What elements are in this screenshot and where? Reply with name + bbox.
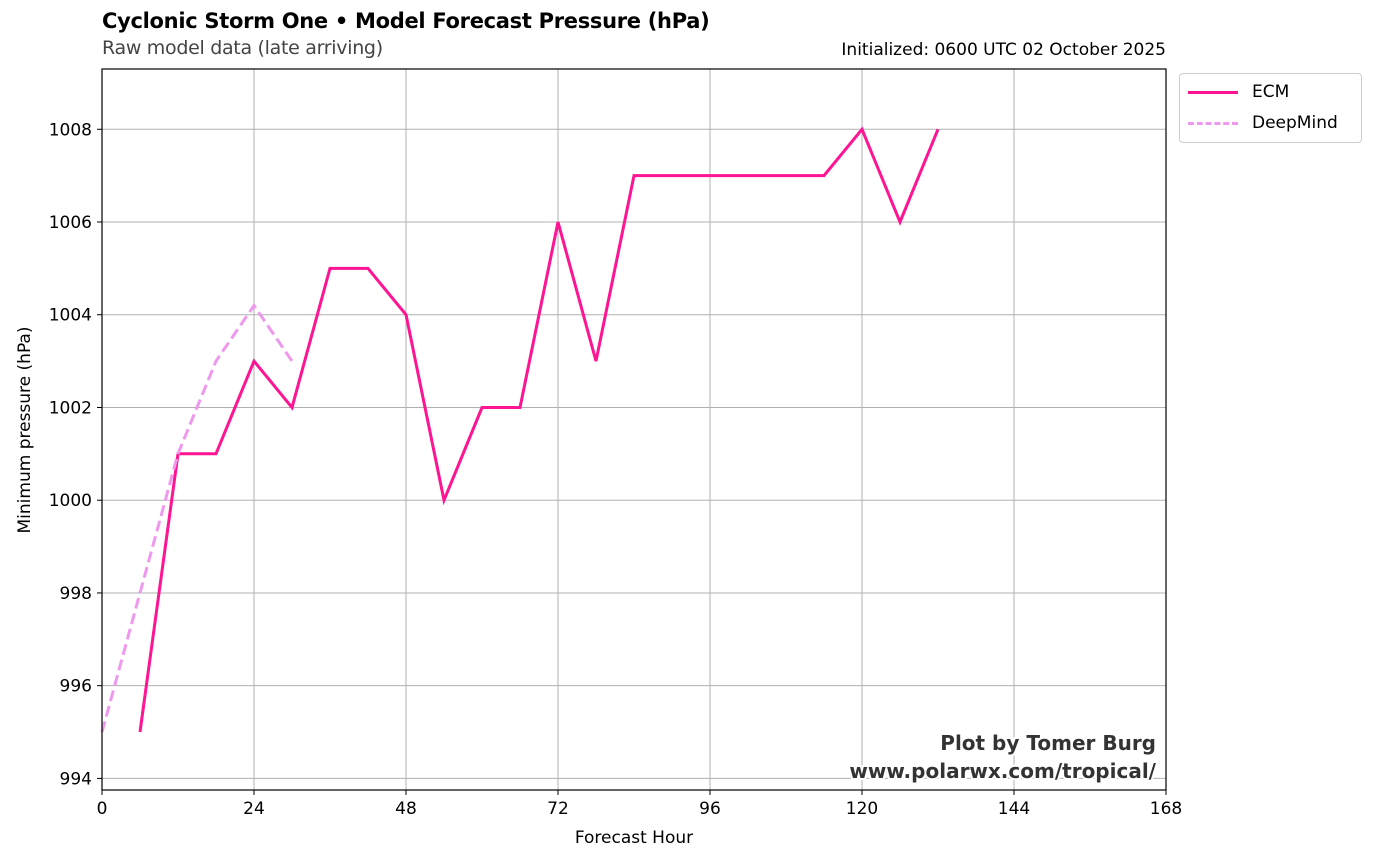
y-tick-label: 1002 xyxy=(49,398,92,418)
x-tick-label: 96 xyxy=(699,799,721,819)
y-tick-label: 994 xyxy=(60,769,92,789)
x-tick-label: 144 xyxy=(998,799,1030,819)
watermark-author: Plot by Tomer Burg xyxy=(940,731,1156,755)
legend-swatch-ecm xyxy=(1188,90,1238,94)
x-tick-label: 120 xyxy=(846,799,878,819)
ticks: 0 24 48 72 96 120 144 168 994 996 998 1000 1002 1004 1… xyxy=(49,120,1182,819)
y-tick-label: 1000 xyxy=(49,491,92,511)
legend-item-ecm: ECM xyxy=(1188,80,1289,104)
y-tick-label: 998 xyxy=(60,584,92,604)
plot-frame xyxy=(101,68,1167,791)
legend-label-ecm: ECM xyxy=(1252,82,1290,102)
x-tick-label: 24 xyxy=(243,799,265,819)
y-tick-label: 1008 xyxy=(49,120,92,140)
legend: ECM DeepMind xyxy=(1179,73,1362,143)
chart-subtitle: Raw model data (late arriving) xyxy=(102,37,383,59)
x-tick-label: 168 xyxy=(1150,799,1182,819)
x-tick-label: 72 xyxy=(547,799,569,819)
initialized-label: Initialized: 0600 UTC 02 October 2025 xyxy=(841,40,1166,60)
legend-swatch-deepmind xyxy=(1188,121,1238,125)
series-lines xyxy=(100,126,940,733)
x-axis-label: Forecast Hour xyxy=(575,828,693,848)
y-tick-label: 1006 xyxy=(49,213,92,233)
watermark-url: www.polarwx.com/tropical/ xyxy=(849,759,1156,783)
x-tick-label: 48 xyxy=(395,799,417,819)
chart-title: Cyclonic Storm One • Model Forecast Pres… xyxy=(102,9,710,33)
series-line-ecm xyxy=(138,126,940,733)
y-tick-label: 996 xyxy=(60,677,92,697)
series-line-deepmind xyxy=(100,302,294,733)
legend-label-deepmind: DeepMind xyxy=(1252,113,1338,133)
y-axis-label: Minimum pressure (hPa) xyxy=(15,327,35,534)
x-tick-label: 0 xyxy=(97,799,108,819)
legend-item-deepmind: DeepMind xyxy=(1188,111,1338,135)
y-tick-label: 1004 xyxy=(49,306,92,326)
